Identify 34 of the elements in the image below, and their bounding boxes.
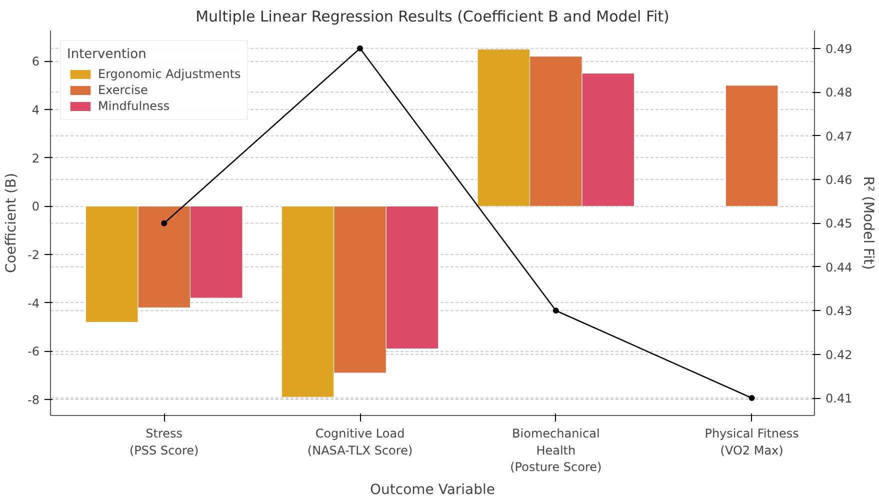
y-tick-label: -2 xyxy=(28,248,40,262)
point xyxy=(748,395,755,402)
point xyxy=(552,308,559,314)
point xyxy=(357,45,364,52)
point xyxy=(161,220,168,226)
y2-tick-label: 0.49 xyxy=(826,42,852,56)
legend-title: Intervention xyxy=(67,47,148,62)
y2-tick-label: 0.43 xyxy=(826,304,852,318)
y2-tick-label: 0.41 xyxy=(826,392,852,406)
y-tick-label: 0 xyxy=(32,200,40,214)
y2-tick-label: 0.42 xyxy=(826,348,852,362)
x-tick-label: Cognitive Load (NASA-TLX Score) xyxy=(307,426,413,458)
legend-label: Mindfulness xyxy=(98,99,170,113)
y2-tick-label: 0.48 xyxy=(826,86,852,100)
x-axis-title: Outcome Variable xyxy=(370,482,496,498)
y-tick-label: 2 xyxy=(32,151,40,166)
legend-label: Ergonomic Adjustments xyxy=(98,67,241,81)
x-tick-label: Physical Fitness (VO2 Max) xyxy=(704,426,799,458)
y2-tick-label: 0.46 xyxy=(826,173,852,188)
x-tick-label: Biomechanical Health (Posture Score) xyxy=(510,426,602,474)
y2-tick-label: 0.44 xyxy=(826,260,852,274)
y2-tick-label: 0.47 xyxy=(826,129,852,144)
y2-tick-label: 0.45 xyxy=(826,216,852,231)
legend-label: Exercise xyxy=(98,83,148,97)
x-tick-label: Stress (PSS Score) xyxy=(129,426,199,458)
y-tick-label: 6 xyxy=(32,54,40,69)
y-tick-label: -6 xyxy=(28,344,40,359)
chart-title: Multiple Linear Regression Results (Coefficient B and Model Fit) xyxy=(196,8,670,26)
y-axis-title: Coefficient (B) xyxy=(4,172,20,274)
y-tick-label: -4 xyxy=(28,296,40,310)
bar xyxy=(725,85,778,206)
y-tick-label: 4 xyxy=(32,103,40,118)
y2-axis-title: R² (Model Fit) xyxy=(860,176,876,270)
y-tick-label: -8 xyxy=(28,393,40,408)
